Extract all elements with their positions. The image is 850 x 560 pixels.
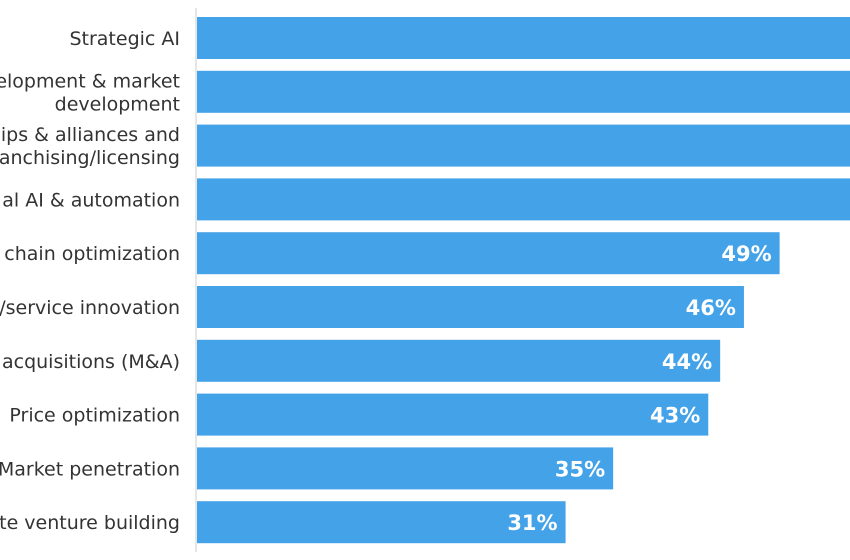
value-label-4: 49%: [721, 242, 771, 266]
value-label-7: 43%: [650, 404, 700, 428]
bar-0: [197, 17, 850, 59]
bar-9: [197, 501, 566, 544]
bar-1: [197, 70, 850, 113]
category-label-7: Price optimization: [9, 405, 180, 427]
value-label-6: 44%: [662, 350, 712, 374]
category-label-5: /service innovation: [0, 297, 180, 319]
category-label-1: elopment & market development: [0, 70, 180, 115]
category-label-8: Market penetration: [0, 458, 180, 480]
category-label-4: chain optimization: [4, 243, 180, 265]
bar-3: [197, 178, 850, 221]
value-label-8: 35%: [555, 457, 605, 481]
bar-2: [197, 124, 850, 167]
category-label-9: te venture building: [0, 512, 180, 534]
value-label-9: 31%: [507, 511, 557, 535]
bars-group: [197, 17, 850, 544]
category-label-0: Strategic AI: [69, 28, 180, 50]
bar-5: [197, 286, 744, 328]
category-label-6: acquisitions (M&A): [2, 351, 180, 373]
value-label-5: 46%: [686, 296, 736, 320]
bar-8: [197, 447, 614, 490]
bar-6: [197, 339, 721, 382]
bar-7: [197, 393, 709, 436]
category-labels-group: Strategic AI elopment & market development…: [0, 28, 180, 534]
category-label-3: al AI & automation: [2, 189, 180, 211]
bar-4: [197, 232, 780, 275]
category-label-2: hips & alliances and anchising/licensing: [0, 124, 180, 169]
value-labels-group: 49% 46% 44% 43% 35% 31%: [507, 242, 771, 535]
